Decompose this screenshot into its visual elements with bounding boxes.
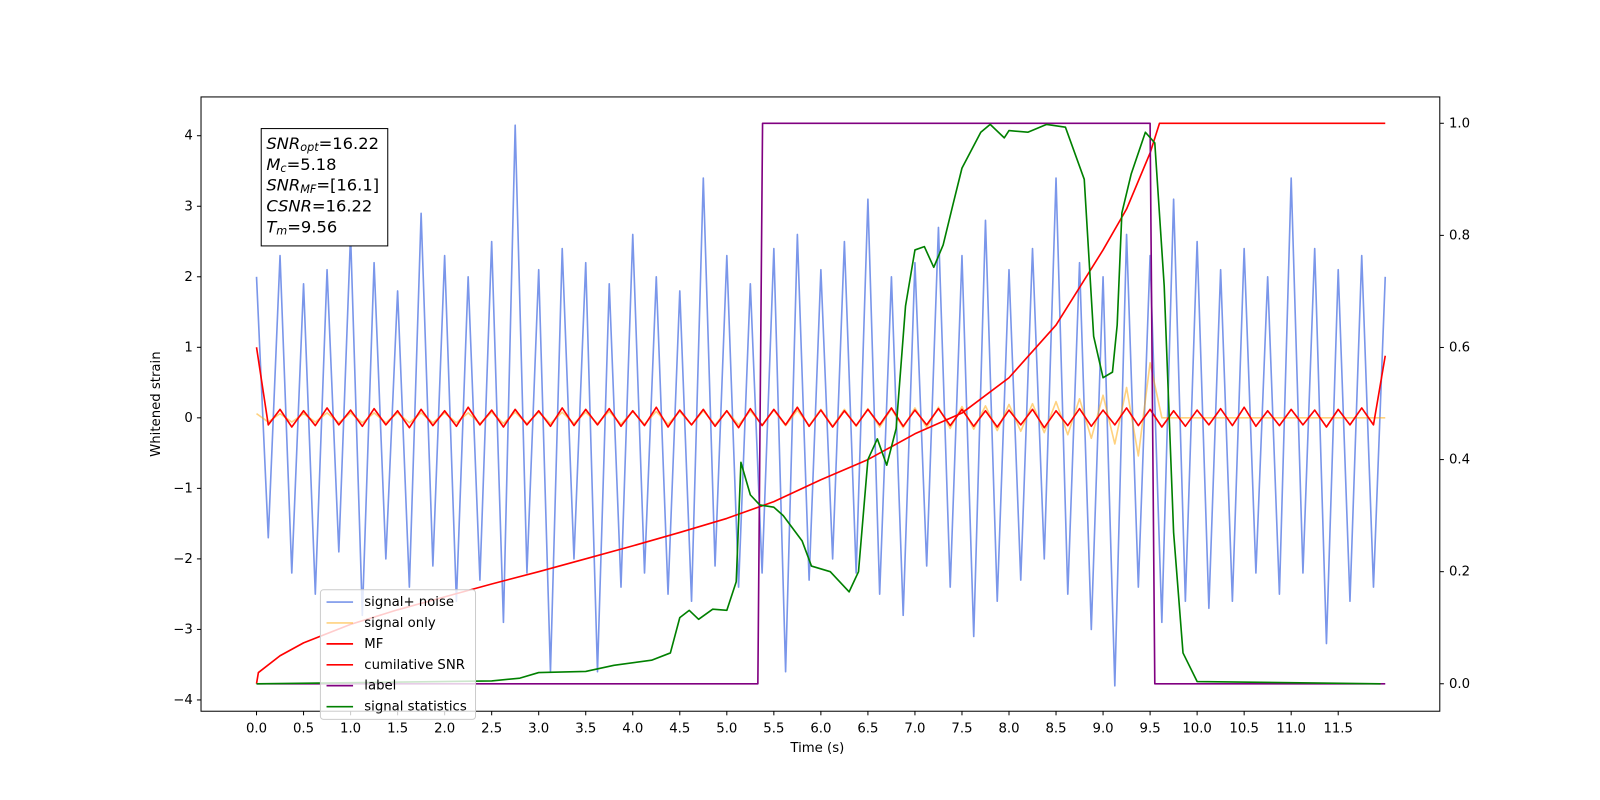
x-tick-label: 10.0 <box>1182 722 1212 737</box>
x-tick-label: 1.0 <box>340 722 361 737</box>
text-box-var: SNR <box>266 133 300 152</box>
legend-label: signal statistics <box>364 700 467 715</box>
y-axis-label: Whitened strain <box>149 351 164 456</box>
y-tick-label: 4 <box>184 129 192 144</box>
x-tick-label: 0.5 <box>293 722 314 737</box>
legend-label: MF <box>364 637 383 652</box>
series-line <box>256 122 1386 685</box>
text-box-value: =16.22 <box>312 196 372 215</box>
x-axis-label: Time (s) <box>789 741 844 756</box>
y-tick-label: −4 <box>173 693 193 708</box>
text-box-var: CSNR <box>266 196 312 215</box>
text-box-sub: c <box>280 162 287 175</box>
x-tick-label: 5.5 <box>763 722 784 737</box>
series-line <box>255 124 1387 687</box>
x-tick-label: 2.5 <box>481 722 502 737</box>
text-box-frame <box>260 128 389 247</box>
x-tick-label: 6.5 <box>857 722 878 737</box>
legend-label: signal only <box>364 616 436 631</box>
text-box-line: SNRMF=[16.1] <box>266 175 379 196</box>
text-box-line: SNRopt=16.22 <box>266 133 379 154</box>
text-box-line: Tm=9.56 <box>266 217 337 238</box>
x-tick-label: 7.0 <box>904 722 925 737</box>
y-tick-label: −3 <box>173 622 193 637</box>
x-tick-label: 8.0 <box>998 722 1019 737</box>
text-box-value: =9.56 <box>287 217 337 236</box>
text-box-var: SNR <box>266 175 300 194</box>
y2-tick-label: 0.6 <box>1449 340 1470 355</box>
text-box-value: =16.22 <box>319 133 379 152</box>
legend-label: signal+ noise <box>364 595 454 610</box>
y2-tick-label: 0.4 <box>1449 453 1470 468</box>
y-tick-label: 1 <box>184 340 192 355</box>
x-tick-label: 3.0 <box>528 722 549 737</box>
y2-tick-label: 0.8 <box>1449 228 1470 243</box>
y-tick-label: 0 <box>184 411 192 426</box>
legend-frame <box>319 589 477 720</box>
text-box: SNRopt=16.22Mc=5.18SNRMF=[16.1]CSNR=16.2… <box>260 128 389 247</box>
series-line <box>256 123 1381 685</box>
x-tick-label: 10.5 <box>1229 722 1259 737</box>
x-tick-label: 9.0 <box>1093 722 1114 737</box>
legend-label: cumilative SNR <box>364 658 465 673</box>
text-box-value: =5.18 <box>287 154 337 173</box>
text-box-line: Mc=5.18 <box>266 154 336 175</box>
x-tick-label: 4.5 <box>669 722 690 737</box>
series-line <box>255 347 1387 429</box>
ticks: 0.0 0.5 1.0 1.5 2.0 2.5 3.0 3.5 4.0 4.5 5.0 5.5 6.0 6… <box>173 116 1470 736</box>
text-box-line: CSNR=16.22 <box>266 196 372 215</box>
y-tick-label: −1 <box>173 481 193 496</box>
x-tick-label: 11.0 <box>1276 722 1306 737</box>
x-tick-label: 2.0 <box>434 722 455 737</box>
x-tick-label: 4.0 <box>622 722 643 737</box>
legend: signal+ noise signal only MF cumilative SNR… <box>319 589 477 720</box>
x-tick-label: 11.5 <box>1323 722 1353 737</box>
x-tick-label: 5.0 <box>716 722 737 737</box>
x-tick-label: 7.5 <box>951 722 972 737</box>
text-box-sub: opt <box>300 141 319 154</box>
x-tick-label: 1.5 <box>387 722 408 737</box>
x-tick-label: 6.0 <box>810 722 831 737</box>
x-tick-label: 9.5 <box>1140 722 1161 737</box>
text-box-var: T <box>266 217 278 236</box>
x-tick-label: 0.0 <box>246 722 267 737</box>
y-tick-label: 2 <box>184 270 192 285</box>
text-box-sub: MF <box>300 183 317 196</box>
y2-tick-label: 0.0 <box>1449 677 1470 692</box>
x-tick-label: 8.5 <box>1045 722 1066 737</box>
text-box-sub: m <box>276 225 287 238</box>
y-tick-label: −2 <box>173 552 193 567</box>
y-tick-label: 3 <box>184 199 192 214</box>
x-tick-label: 3.5 <box>575 722 596 737</box>
text-box-var: M <box>266 154 280 173</box>
legend-label: label <box>364 679 396 694</box>
text-box-value: =[16.1] <box>316 175 379 194</box>
y2-tick-label: 1.0 <box>1449 116 1470 131</box>
y2-tick-label: 0.2 <box>1449 565 1470 580</box>
